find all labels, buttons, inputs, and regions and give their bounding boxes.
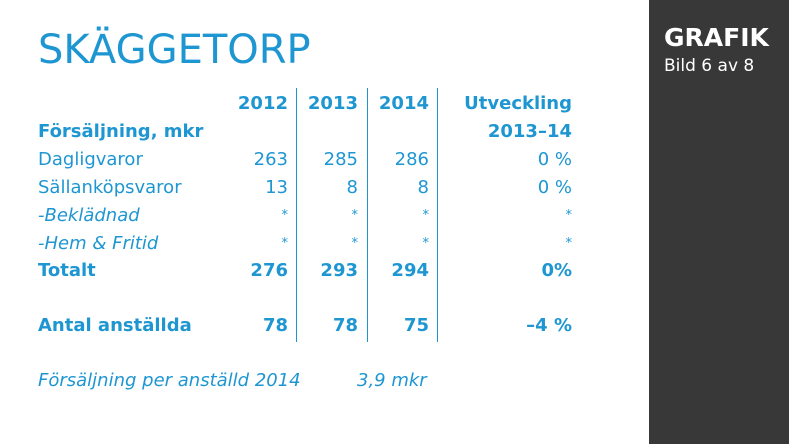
header-2013: 2013 [307,93,358,114]
row-label: Antal anställda [38,315,192,336]
column-divider [296,88,297,342]
row-label: Sällanköpsvaror [38,177,182,198]
column-divider [437,88,438,342]
cell-2013: * [351,208,359,223]
cell-2014: * [422,236,430,251]
cell-2012: 276 [250,260,288,281]
cell-2013: 8 [346,177,358,198]
footer-value: 3,9 mkr [357,370,427,391]
cell-change: –4 % [526,315,572,336]
cell-2013: 285 [323,149,358,170]
cell-change: * [565,208,573,223]
header-2014: 2014 [378,93,429,114]
cell-2013: 78 [332,315,358,336]
cell-2014: 294 [391,260,429,281]
cell-2014: 75 [403,315,429,336]
cell-2012: 78 [262,315,288,336]
page-title: SKÄGGETORP [38,27,311,73]
slide-counter: Bild 6 av 8 [664,56,755,76]
cell-change: 0 % [537,149,572,170]
cell-2014: 8 [417,177,429,198]
row-label: Totalt [38,260,96,281]
section-label: GRAFIK [664,23,769,52]
cell-change: * [565,236,573,251]
cell-change: 0% [541,260,572,281]
footer-label: Försäljning per anställd 2014 [38,370,301,391]
section-label-sales: Försäljning, mkr [38,121,204,142]
row-label: -Beklädnad [38,205,140,226]
change-period: 2013–14 [487,121,572,142]
column-divider [367,88,368,342]
header-2012: 2012 [237,93,288,114]
row-label: Dagligvaror [38,149,143,170]
sidebar-panel: GRAFIK Bild 6 av 8 [649,0,789,444]
cell-2014: * [422,208,430,223]
cell-2012: * [281,236,289,251]
header-change: Utveckling [464,93,572,114]
cell-change: 0 % [537,177,572,198]
row-label: -Hem & Fritid [38,233,159,254]
cell-2012: 13 [265,177,288,198]
cell-2013: 293 [320,260,358,281]
cell-2012: 263 [253,149,288,170]
cell-2014: 286 [394,149,429,170]
cell-2012: * [281,208,289,223]
cell-2013: * [351,236,359,251]
